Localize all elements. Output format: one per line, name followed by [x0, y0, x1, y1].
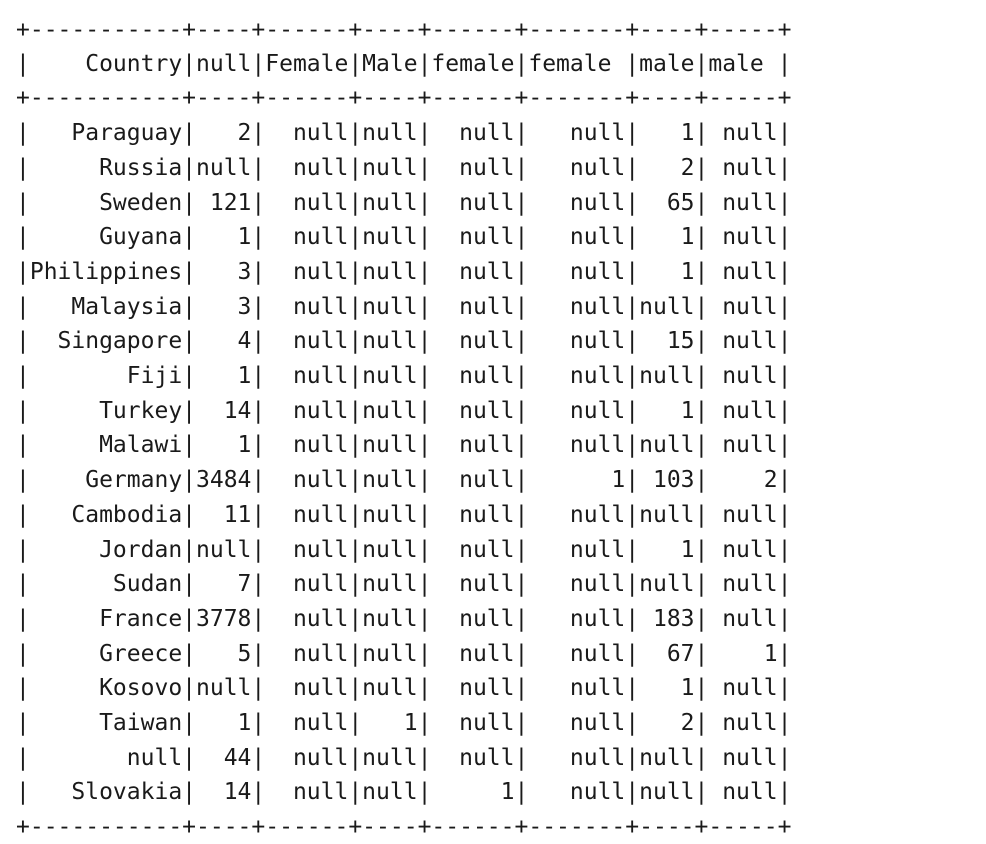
table-top-border: +-----------+----+------+----+------+---…	[16, 17, 792, 43]
table-header-row: | Country|null|Female|Male|female|female…	[16, 51, 792, 77]
table-row: | Greece| 5| null|null| null| null| 67| …	[16, 641, 792, 667]
table-row: | France|3778| null|null| null| null| 18…	[16, 606, 792, 632]
table-row: | Sudan| 7| null|null| null| null|null| …	[16, 571, 792, 597]
table-header-border: +-----------+----+------+----+------+---…	[16, 85, 792, 111]
table-row: | Slovakia| 14| null|null| 1| null|null|…	[16, 779, 792, 805]
table-row: | Fiji| 1| null|null| null| null|null| n…	[16, 363, 792, 389]
table-row: | Jordan|null| null|null| null| null| 1|…	[16, 537, 792, 563]
table-row: | Sweden| 121| null|null| null| null| 65…	[16, 190, 792, 216]
table-row: | Taiwan| 1| null| 1| null| null| 2| nul…	[16, 710, 792, 736]
table-row: | Malawi| 1| null|null| null| null|null|…	[16, 432, 792, 458]
table-bottom-border: +-----------+----+------+----+------+---…	[16, 814, 792, 840]
table-row: | Russia|null| null|null| null| null| 2|…	[16, 155, 792, 181]
table-row: |Philippines| 3| null|null| null| null| …	[16, 259, 792, 285]
table-row: | Guyana| 1| null|null| null| null| 1| n…	[16, 224, 792, 250]
table-row: | Singapore| 4| null|null| null| null| 1…	[16, 328, 792, 354]
table-row: | null| 44| null|null| null| null|null| …	[16, 745, 792, 771]
table-row: | Paraguay| 2| null|null| null| null| 1|…	[16, 120, 792, 146]
table-row: | Malaysia| 3| null|null| null| null|nul…	[16, 294, 792, 320]
table-row: | Turkey| 14| null|null| null| null| 1| …	[16, 398, 792, 424]
table-row: | Cambodia| 11| null|null| null| null|nu…	[16, 502, 792, 528]
table-row: | Germany|3484| null|null| null| 1| 103|…	[16, 467, 792, 493]
table-row: | Kosovo|null| null|null| null| null| 1|…	[16, 675, 792, 701]
